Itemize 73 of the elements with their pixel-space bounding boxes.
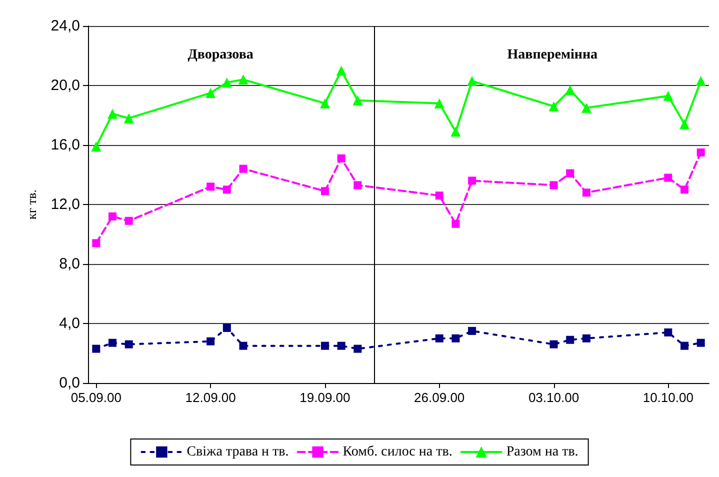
x-tick-label: 10.10.00 — [642, 390, 694, 405]
y-tick-label: 4,0 — [59, 315, 80, 332]
point — [124, 113, 134, 124]
point — [320, 187, 329, 196]
point — [468, 326, 476, 335]
point — [550, 181, 558, 190]
annotation: Навперемінна — [507, 48, 598, 62]
point — [435, 334, 444, 342]
y-tick-label: 16,0 — [50, 136, 80, 154]
point — [663, 90, 674, 101]
y-tick-label: 0,0 — [59, 374, 80, 392]
point — [92, 344, 100, 353]
point — [550, 340, 558, 348]
point — [108, 108, 118, 119]
point — [222, 324, 231, 332]
point — [337, 342, 346, 350]
point — [664, 328, 672, 336]
y-tick-label: 12,0 — [50, 196, 80, 213]
point — [581, 102, 592, 113]
y-tick-label: 8,0 — [59, 256, 80, 272]
point — [320, 98, 330, 108]
point — [696, 338, 705, 347]
point — [680, 186, 688, 194]
point — [124, 216, 133, 225]
x-tick-label: 03.10.00 — [528, 390, 580, 405]
legend-label: Комб. силос на тв. — [342, 444, 452, 460]
point — [450, 126, 461, 137]
point — [679, 119, 690, 130]
point — [108, 212, 117, 220]
annotation: Дворазова — [188, 48, 254, 62]
point — [582, 334, 590, 342]
point — [108, 338, 117, 347]
y-tick-label: 24,0 — [50, 18, 80, 34]
point — [435, 192, 444, 200]
point — [696, 76, 706, 86]
point — [124, 340, 133, 348]
point — [337, 154, 346, 162]
point — [354, 181, 362, 190]
point — [468, 176, 476, 185]
y-axis-title: кг тв. — [24, 190, 39, 220]
point — [434, 98, 444, 108]
point — [206, 337, 215, 346]
x-tick-label: 12.09.00 — [185, 390, 236, 405]
point — [582, 188, 590, 197]
x-tick-label: 19.09.00 — [300, 390, 350, 405]
point — [566, 336, 574, 344]
point — [222, 78, 232, 88]
point — [548, 101, 559, 112]
point — [239, 164, 248, 173]
point — [206, 88, 216, 98]
point — [222, 186, 231, 194]
legend-label: Свіжа трава н тв. — [186, 444, 289, 460]
point — [92, 239, 100, 248]
point — [696, 148, 705, 156]
point — [452, 334, 460, 342]
point — [452, 220, 460, 228]
point — [467, 76, 478, 86]
point — [238, 74, 248, 85]
legend-label: Разом на тв. — [506, 444, 578, 460]
y-tick-label: 20,0 — [50, 77, 80, 94]
point — [206, 182, 215, 191]
point — [336, 66, 346, 76]
x-tick-label: 05.09.00 — [70, 390, 122, 405]
point — [354, 344, 362, 353]
point — [91, 141, 102, 152]
point — [239, 342, 248, 350]
point — [352, 95, 363, 106]
point — [566, 169, 574, 178]
point — [664, 174, 672, 182]
point — [565, 84, 576, 95]
x-tick-label: 26.09.00 — [414, 390, 465, 405]
point — [320, 342, 329, 350]
point — [680, 342, 688, 350]
